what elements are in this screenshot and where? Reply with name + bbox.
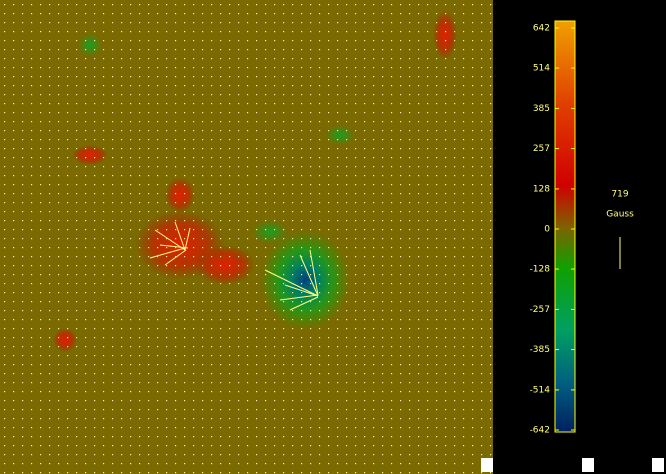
colorbar-tick-label: 642: [533, 24, 550, 34]
vector-scale-value: 719: [611, 190, 628, 200]
colorbar-tick-label: -257: [530, 305, 550, 315]
magnetogram: [0, 0, 493, 474]
colorbar-tick-label: 385: [533, 104, 550, 114]
colorbar-tick-label: 0: [544, 225, 550, 235]
vector-scale-unit: Gauss: [606, 210, 634, 220]
colorbar-tick-label: -642: [530, 426, 550, 436]
colorbar-tick-label: -128: [530, 265, 551, 275]
colorbar-tick-label: 514: [533, 64, 550, 74]
resize-icon: [582, 458, 594, 472]
colorbar-tick-label: 257: [533, 144, 550, 154]
colorbar: [554, 20, 576, 433]
colorbar-tick-label: 128: [533, 184, 550, 194]
colorbar-tick-label: -514: [530, 385, 551, 395]
resize-icon: [481, 458, 493, 472]
resize-icon: [652, 458, 664, 472]
colorbar-tick-label: -385: [530, 345, 550, 355]
